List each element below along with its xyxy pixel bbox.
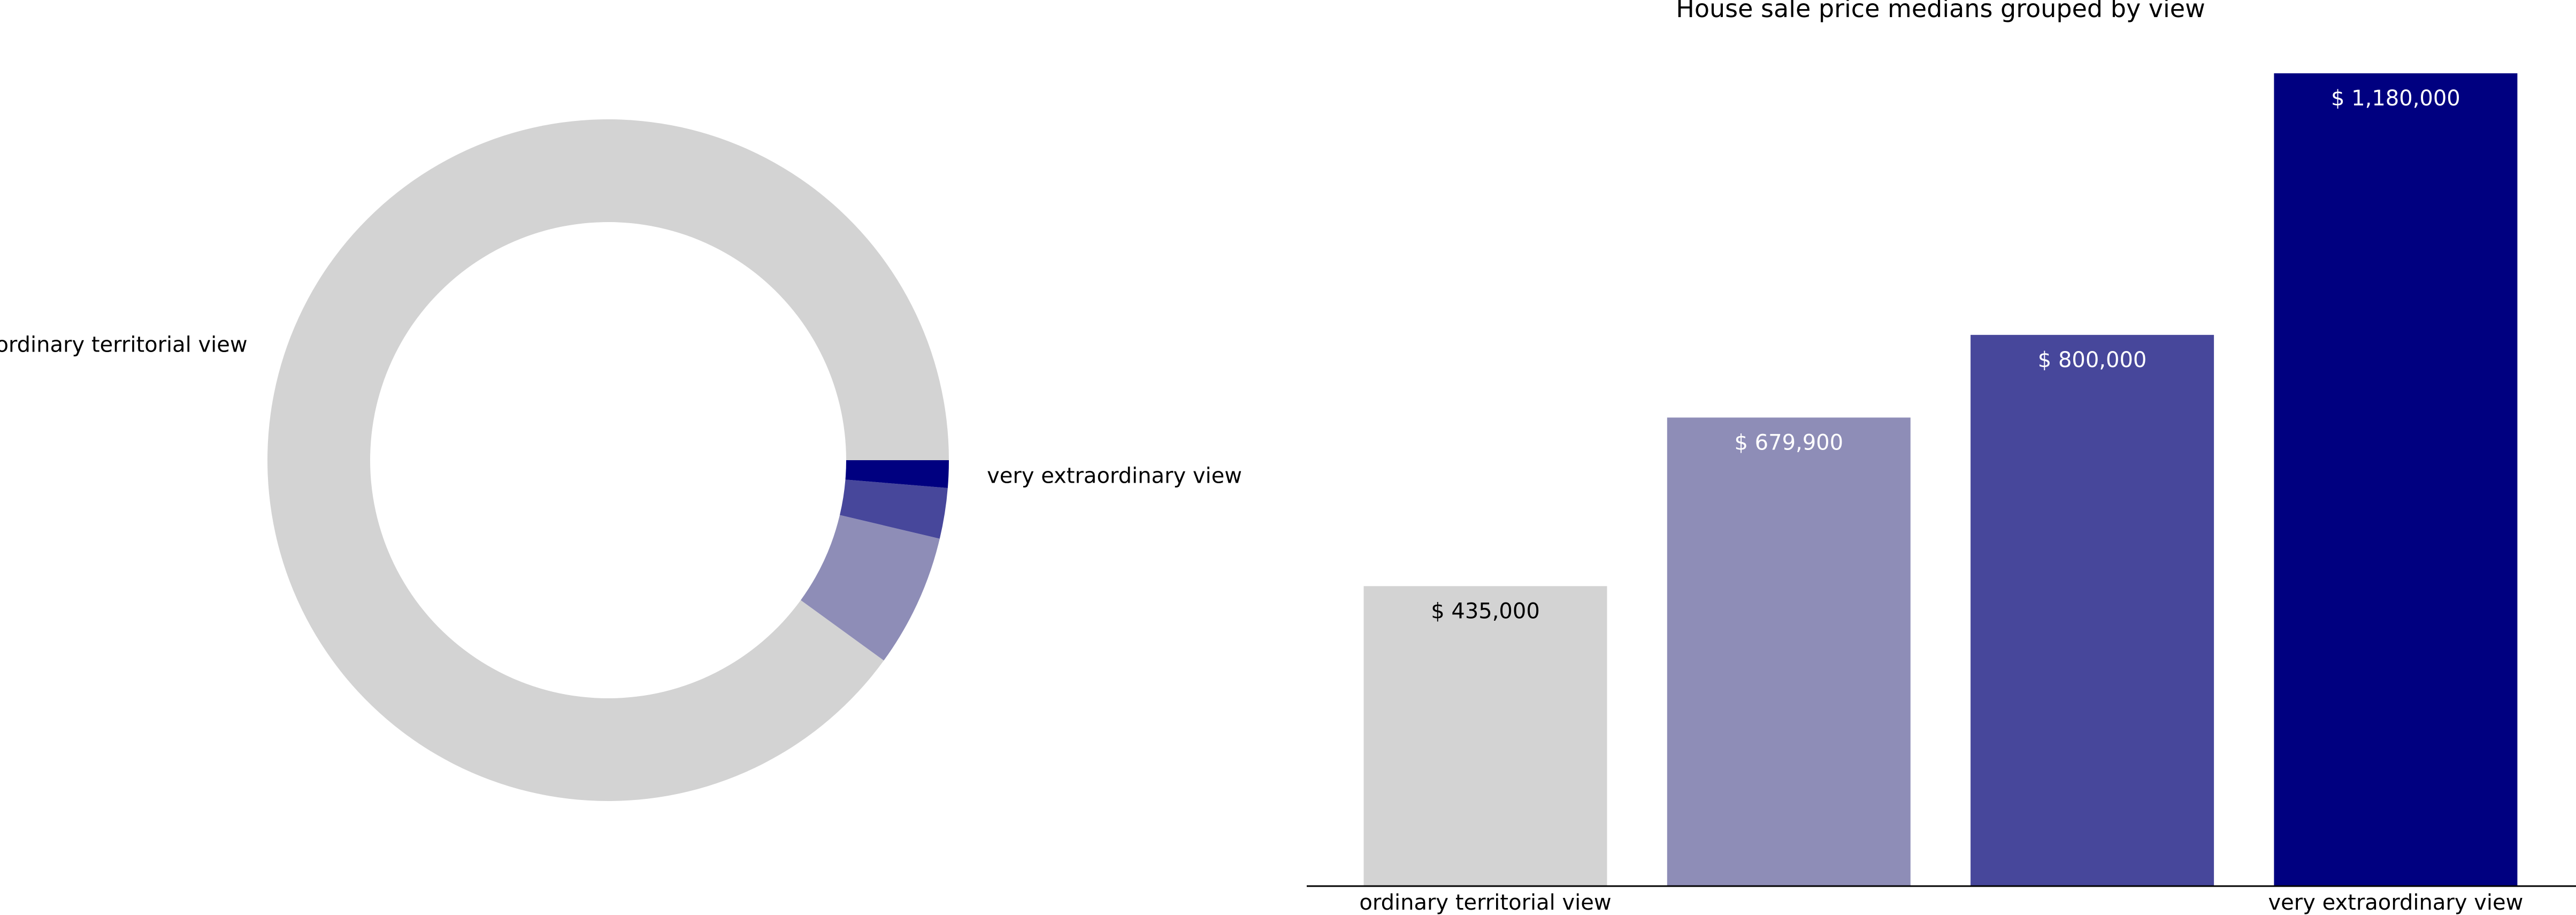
bar [1971, 334, 2214, 886]
donut-slice [267, 119, 949, 802]
bar-value-labels: $ 435,000 $ 679,900 $ 800,000 $ 1,180,000 [1431, 86, 2460, 623]
donut-slice-label: very extraordinary view [987, 464, 1242, 489]
x-tick-label: ordinary territorial view [1359, 890, 1611, 915]
bar-value-label: $ 435,000 [1431, 599, 1540, 623]
donut-slice [801, 515, 940, 661]
bars [1363, 73, 2518, 886]
donut-chart: ordinary territorial view very extraordin… [0, 119, 1242, 802]
bar [1363, 586, 1607, 886]
bar-chart-title: House sale price medians grouped by view [1676, 0, 2205, 23]
bar-chart: House sale price medians grouped by view… [1307, 0, 2576, 915]
bar-value-label: $ 679,900 [1735, 430, 1844, 455]
bar-value-label: $ 1,180,000 [2331, 86, 2460, 111]
bar [2274, 73, 2518, 886]
donut-slice [845, 460, 949, 488]
bar-value-label: $ 800,000 [2038, 348, 2147, 372]
donut-slice-label: ordinary territorial view [0, 332, 248, 357]
donut-slice [840, 479, 948, 539]
bar-tick-labels: ordinary territorial view very extraordin… [1359, 890, 2523, 915]
x-tick-label: very extraordinary view [2268, 890, 2523, 915]
bar [1667, 417, 1911, 886]
